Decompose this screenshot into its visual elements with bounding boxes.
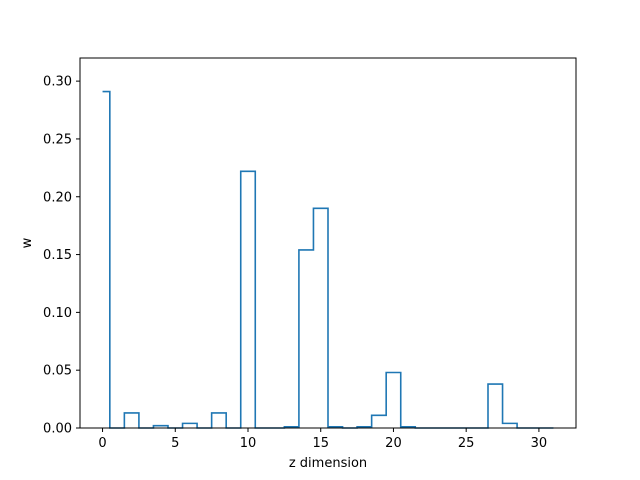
x-axis-ticks: 0 5 10 15 20 25 30: [98, 428, 547, 451]
y-tick-label: 0.30: [43, 75, 72, 90]
y-axis-label: w: [20, 237, 35, 248]
y-tick-label: 0.15: [43, 248, 72, 263]
y-tick-label: 0.00: [43, 422, 72, 437]
y-tick-label: 0.25: [43, 132, 72, 147]
x-tick-label: 20: [385, 436, 402, 451]
x-tick-label: 10: [240, 436, 257, 451]
x-tick-label: 5: [171, 436, 179, 451]
x-tick-label: 0: [98, 436, 106, 451]
x-tick-label: 15: [312, 436, 329, 451]
x-axis-label: z dimension: [289, 456, 367, 471]
x-tick-label: 25: [458, 436, 475, 451]
axes-frame: [79, 57, 577, 429]
x-tick-label: 30: [531, 436, 548, 451]
y-tick-label: 0.20: [43, 190, 72, 205]
y-tick-label: 0.05: [43, 364, 72, 379]
y-tick-label: 0.10: [43, 306, 72, 321]
y-axis-ticks: 0.00 0.05 0.10 0.15 0.20 0.25 0.30: [43, 75, 80, 437]
